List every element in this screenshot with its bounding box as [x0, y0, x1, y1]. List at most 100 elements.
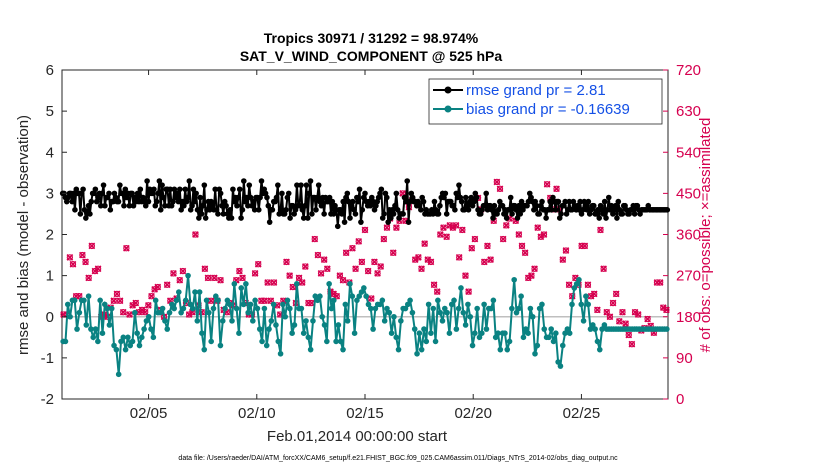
bias-point — [372, 305, 379, 312]
bias-point — [293, 281, 300, 287]
rmse-point — [117, 182, 123, 188]
rmse-point — [85, 202, 92, 209]
rmse-point — [247, 194, 254, 201]
bias-point — [553, 330, 559, 337]
rmse-point — [200, 202, 206, 209]
obs-assimilated-point — [540, 231, 548, 238]
bias-point — [573, 281, 580, 287]
obs-assimilated-point — [644, 315, 651, 323]
rmse-point — [605, 194, 612, 201]
bias-point — [162, 318, 168, 324]
obs-possible-point — [66, 254, 73, 261]
bias-point — [215, 297, 221, 304]
bias-point — [192, 289, 198, 295]
legend-bias-marker — [444, 105, 452, 113]
obs-assimilated-point — [628, 340, 636, 348]
rmse-point — [340, 198, 347, 205]
obs-possible-point — [85, 274, 92, 282]
rmse-point — [491, 202, 498, 209]
obs-assimilated-point — [534, 224, 542, 232]
bias-point — [354, 297, 360, 304]
rmse-point — [162, 202, 168, 209]
rmse-point — [435, 211, 442, 217]
bias-point — [328, 305, 335, 312]
rmse-point — [239, 207, 246, 213]
rmse-point — [279, 190, 285, 197]
obs-assimilated-point — [148, 292, 155, 300]
bias-point — [576, 276, 582, 283]
obs-possible-point — [518, 242, 526, 250]
rmse-point — [443, 211, 450, 217]
obs-possible-point — [361, 226, 369, 234]
legend-box — [428, 78, 663, 125]
rmse-point — [420, 198, 427, 205]
rmse-point — [206, 207, 213, 213]
obs-possible-point — [540, 231, 548, 238]
bias-point — [504, 346, 511, 353]
obs-possible-point — [487, 256, 494, 263]
rmse-point — [326, 194, 333, 201]
y-tick-label: 1 — [46, 268, 54, 285]
rmse-point — [186, 178, 193, 184]
y2-tick-label: 450 — [676, 185, 701, 202]
bias-point — [291, 322, 298, 328]
obs-possible-point — [644, 315, 651, 323]
rmse-point — [600, 211, 607, 217]
legend-rmse-marker — [444, 86, 452, 94]
bias-point — [280, 301, 286, 308]
bias-point — [557, 363, 564, 369]
obs-possible-point — [521, 249, 529, 256]
bias-point — [229, 318, 235, 324]
rmse-point — [115, 198, 122, 205]
rmse-point — [558, 211, 564, 217]
rmse-point — [305, 215, 311, 221]
bias-point — [448, 301, 455, 308]
bias-point — [363, 293, 369, 299]
bias-point — [330, 297, 337, 304]
obs-possible-point — [69, 261, 77, 268]
bias-point — [85, 293, 92, 299]
bias-point — [125, 334, 131, 341]
bias-point — [298, 305, 305, 312]
obs-possible-point — [311, 235, 318, 243]
rmse-point — [266, 219, 273, 225]
bias-point — [527, 305, 534, 312]
rmse-point — [264, 194, 270, 201]
obs-assimilated-point — [179, 267, 187, 275]
rmse-point — [509, 211, 515, 217]
bias-point — [583, 293, 589, 299]
bias-point — [134, 330, 140, 337]
rmse-point — [612, 202, 619, 209]
rmse-point — [539, 198, 545, 205]
obs-possible-point — [484, 242, 491, 250]
obs-possible-point — [559, 256, 566, 263]
bias-point — [152, 297, 159, 304]
obs-possible-point — [79, 251, 86, 259]
rmse-point — [482, 202, 488, 209]
bias-point — [472, 330, 478, 337]
rmse-point — [212, 186, 219, 193]
rmse-point — [106, 190, 112, 197]
y2-tick-label: 270 — [676, 268, 701, 285]
rmse-point — [176, 186, 183, 193]
bias-point — [303, 318, 309, 324]
bias-point — [319, 313, 326, 320]
bias-point — [564, 326, 571, 332]
obs-possible-point — [201, 265, 209, 272]
obs-assimilated-point — [323, 265, 331, 273]
bias-point — [536, 305, 543, 312]
rmse-point — [533, 202, 540, 209]
obs-assimilated-point — [383, 224, 391, 232]
rmse-point — [347, 215, 353, 221]
bias-point — [166, 309, 173, 316]
rmse-point — [250, 198, 257, 205]
bias-point — [74, 326, 80, 332]
obs-assimilated-point — [69, 260, 77, 268]
rmse-point — [202, 215, 209, 221]
bias-point — [326, 281, 332, 287]
rmse-point — [473, 194, 480, 201]
rmse-point — [349, 198, 356, 205]
obs-possible-point — [496, 185, 504, 192]
obs-possible-point — [179, 267, 187, 275]
obs-possible-point — [295, 274, 303, 282]
